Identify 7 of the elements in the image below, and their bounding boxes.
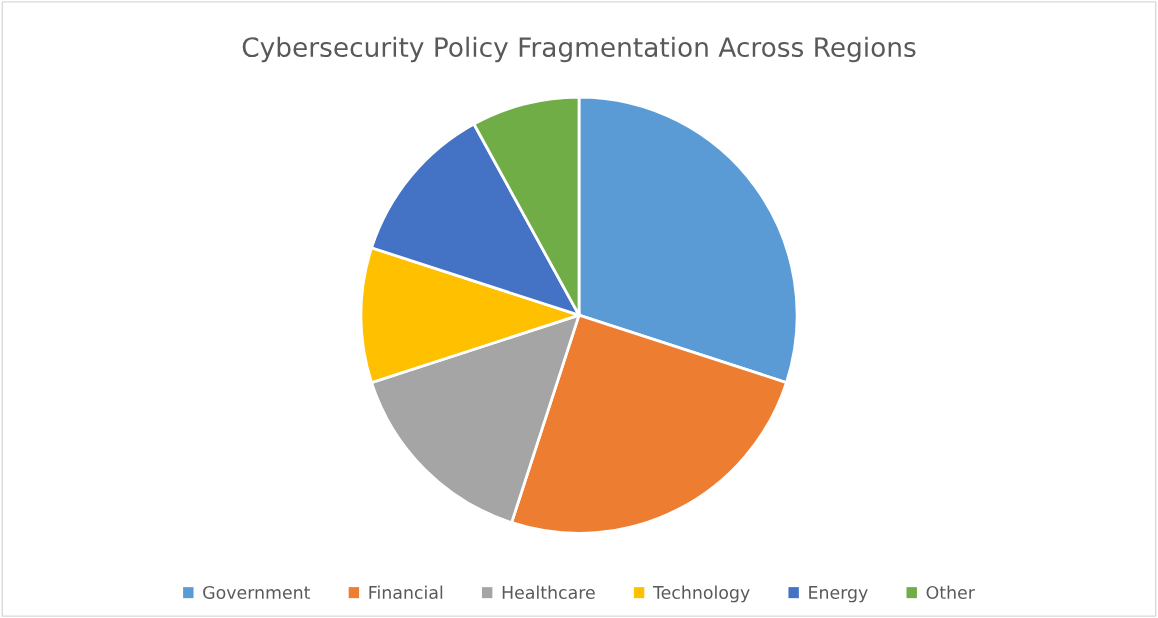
- legend-label: Other: [926, 585, 975, 600]
- legend-label: Financial: [369, 585, 443, 600]
- legend-label: Government: [203, 585, 311, 600]
- legend-label: Technology: [652, 585, 750, 603]
- legend-label: Healthcare: [502, 585, 595, 600]
- legend-label: Energy: [809, 586, 868, 603]
- chart-title: Cybersecurity Policy Fragmentation Across Regions: [242, 36, 916, 63]
